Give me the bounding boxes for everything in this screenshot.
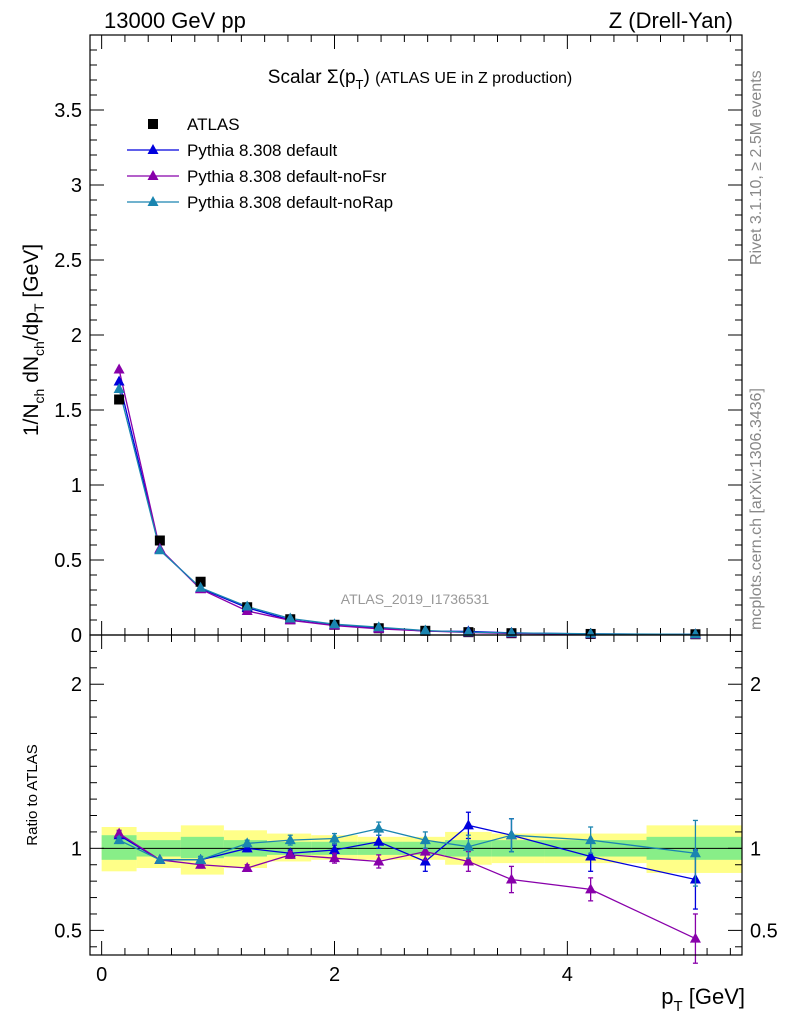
analysis-watermark: ATLAS_2019_I1736531 xyxy=(341,591,490,607)
legend-label-noRap: Pythia 8.308 default-noRap xyxy=(187,193,393,212)
main-point-noRap-3 xyxy=(241,600,253,611)
main-ytick-label-0: 0 xyxy=(71,625,82,647)
ratio-point-noFsr-4 xyxy=(284,848,296,859)
ratio-point-noRap-9 xyxy=(505,829,517,840)
mcplots-label: mcplots.cern.ch [arXiv:1306.3436] xyxy=(748,388,765,630)
legend-marker-default xyxy=(147,144,159,154)
main-line-noRap xyxy=(118,388,696,635)
ratio-ytick-label-right-2: 2 xyxy=(750,674,761,696)
ratio-point-noRap-7 xyxy=(419,834,431,845)
ratio-point-noRap-2 xyxy=(195,853,207,864)
ratio-point-noRap-6 xyxy=(373,822,385,833)
ratio-point-noFsr-5 xyxy=(329,852,340,863)
ratio-point-noRap-11 xyxy=(689,847,701,858)
ratio-point-noFsr-8 xyxy=(462,855,474,866)
ratio-ytick-label-right-1: 1 xyxy=(750,838,761,860)
ratio-point-noFsr-11 xyxy=(689,932,701,943)
ratio-point-noFsr-9 xyxy=(505,873,517,884)
ratio-ytick-label-left-2: 2 xyxy=(71,674,82,696)
main-ytick-label-7: 3.5 xyxy=(54,100,82,122)
ratio-point-noRap-3 xyxy=(241,837,253,848)
xtick-label-1: 2 xyxy=(329,964,340,986)
main-ytick-label-2: 1 xyxy=(71,475,82,497)
legend-label-data: ATLAS xyxy=(187,115,240,134)
main-ytick-label-4: 2 xyxy=(71,325,82,347)
ratio-panel: 0.5 0.5 1 1 2 2 0 2 4 xyxy=(54,634,778,986)
ratio-point-noRap-10 xyxy=(585,834,597,845)
legend-label-noFsr: Pythia 8.308 default-noFsr xyxy=(187,167,387,186)
xtick-label-2: 4 xyxy=(562,964,573,986)
ratio-point-noRap-5 xyxy=(329,832,340,843)
ratio-point-noRap-8 xyxy=(462,840,474,851)
ratio-point-noFsr-7 xyxy=(419,845,431,856)
main-title: Scalar Σ(pT) (ATLAS UE in Z production) xyxy=(268,67,572,92)
legend-marker-data xyxy=(148,119,158,129)
ratio-point-noFsr-0 xyxy=(113,827,125,838)
main-point-noRap-8 xyxy=(462,626,474,637)
xtick-label-0: 0 xyxy=(96,964,107,986)
main-point-noRap-1 xyxy=(154,544,166,555)
header-right: Z (Drell-Yan) xyxy=(609,8,733,33)
main-point-default-0 xyxy=(113,375,125,386)
main-point-noRap-7 xyxy=(419,624,431,635)
legend-marker-noRap xyxy=(147,196,159,206)
ratio-point-default-10 xyxy=(585,850,597,861)
ratio-line-noFsr xyxy=(118,833,696,940)
ratio-point-noRap-1 xyxy=(154,853,166,864)
ratio-ytick-label-right-0: 0.5 xyxy=(750,920,778,942)
ratio-point-default-8 xyxy=(462,819,474,830)
ratio-ylabel: Ratio to ATLAS xyxy=(24,744,41,845)
legend: ATLAS Pythia 8.308 default Pythia 8.308 de… xyxy=(127,115,393,212)
main-ytick-label-1: 0.5 xyxy=(54,550,82,572)
main-ytick-label-5: 2.5 xyxy=(54,250,82,272)
x-axis-label: pT [GeV] xyxy=(661,984,745,1015)
main-point-noRap-2 xyxy=(195,581,207,592)
ratio-point-noRap-4 xyxy=(284,834,296,845)
main-point-data-0 xyxy=(114,394,125,405)
legend-label-default: Pythia 8.308 default xyxy=(187,141,338,160)
ratio-frame xyxy=(89,634,743,956)
ratio-point-default-6 xyxy=(373,835,385,846)
legend-marker-noFsr xyxy=(147,170,159,180)
main-ytick-label-3: 1.5 xyxy=(54,400,82,422)
main-point-noRap-4 xyxy=(284,612,296,623)
ratio-point-noFsr-6 xyxy=(373,855,385,866)
rivet-label: Rivet 3.1.10, ≥ 2.5M events xyxy=(748,70,765,265)
ratio-point-default-5 xyxy=(329,843,340,854)
main-panel: 0 0.5 1 1.5 2 2.5 3 3.5 xyxy=(54,34,743,647)
main-ytick-label-6: 3 xyxy=(71,175,82,197)
ratio-band-inner-2 xyxy=(180,836,224,859)
main-point-noRap-0 xyxy=(113,383,125,393)
main-point-noRap-11 xyxy=(689,628,701,639)
main-point-noRap-5 xyxy=(329,618,340,629)
main-point-noFsr-0 xyxy=(113,363,125,374)
main-point-noRap-6 xyxy=(373,621,385,632)
ratio-point-noFsr-10 xyxy=(585,883,597,894)
ratio-point-noRap-0 xyxy=(113,834,125,845)
main-point-data-1 xyxy=(154,535,165,546)
ratio-ytick-label-left-1: 1 xyxy=(71,838,82,860)
header-left: 13000 GeV pp xyxy=(104,8,246,33)
ratio-ytick-label-left-0: 0.5 xyxy=(54,920,82,942)
main-ylabel: 1/Nch dNch/dpT [GeV] xyxy=(20,244,47,436)
ratio-point-noFsr-3 xyxy=(241,862,253,873)
ratio-line-noRap xyxy=(118,827,696,861)
